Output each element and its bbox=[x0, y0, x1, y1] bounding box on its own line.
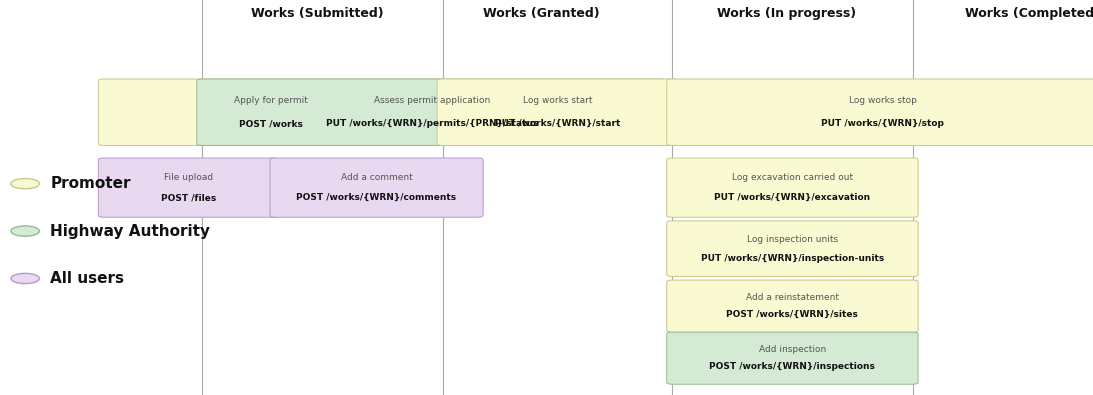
Text: POST /works: POST /works bbox=[238, 119, 303, 128]
Text: Add inspection: Add inspection bbox=[759, 345, 826, 354]
FancyBboxPatch shape bbox=[197, 79, 667, 145]
Text: POST /works/{WRN}/sites: POST /works/{WRN}/sites bbox=[727, 310, 858, 319]
Text: POST /works/{WRN}/inspections: POST /works/{WRN}/inspections bbox=[709, 363, 875, 371]
Text: Log inspection units: Log inspection units bbox=[747, 235, 838, 244]
Text: PUT /works/{WRN}/stop: PUT /works/{WRN}/stop bbox=[821, 119, 944, 128]
Text: Assess permit application: Assess permit application bbox=[374, 96, 490, 105]
FancyBboxPatch shape bbox=[667, 221, 918, 276]
Text: PUT /works/{WRN}/inspection-units: PUT /works/{WRN}/inspection-units bbox=[701, 254, 884, 263]
FancyBboxPatch shape bbox=[98, 79, 443, 145]
FancyBboxPatch shape bbox=[667, 79, 1093, 145]
Text: Log works stop: Log works stop bbox=[848, 96, 917, 105]
Text: PUT /works/{WRN}/start: PUT /works/{WRN}/start bbox=[495, 119, 620, 128]
Text: Highway Authority: Highway Authority bbox=[50, 224, 210, 239]
Text: Add a reinstatement: Add a reinstatement bbox=[745, 293, 839, 302]
Text: All users: All users bbox=[50, 271, 125, 286]
FancyBboxPatch shape bbox=[98, 158, 279, 217]
Circle shape bbox=[11, 226, 39, 236]
Text: Apply for permit: Apply for permit bbox=[234, 96, 307, 105]
Text: File upload: File upload bbox=[164, 173, 213, 182]
Text: Log excavation carried out: Log excavation carried out bbox=[732, 173, 853, 182]
Text: PUT /works/{WRN}/permits/{PRN}/status: PUT /works/{WRN}/permits/{PRN}/status bbox=[326, 119, 538, 128]
FancyBboxPatch shape bbox=[667, 280, 918, 332]
Text: POST /files: POST /files bbox=[161, 193, 216, 202]
Circle shape bbox=[11, 273, 39, 284]
Text: Works (Completed): Works (Completed) bbox=[965, 8, 1093, 20]
Circle shape bbox=[11, 179, 39, 189]
Text: Works (In progress): Works (In progress) bbox=[717, 8, 857, 20]
Text: Promoter: Promoter bbox=[50, 176, 131, 191]
Text: POST /works/{WRN}/comments: POST /works/{WRN}/comments bbox=[296, 193, 457, 202]
FancyBboxPatch shape bbox=[437, 79, 678, 145]
FancyBboxPatch shape bbox=[270, 158, 483, 217]
FancyBboxPatch shape bbox=[667, 158, 918, 217]
Text: Add a comment: Add a comment bbox=[341, 173, 412, 182]
Text: Log works start: Log works start bbox=[522, 96, 592, 105]
Text: Works (Submitted): Works (Submitted) bbox=[250, 8, 384, 20]
FancyBboxPatch shape bbox=[667, 332, 918, 384]
Text: Works (Granted): Works (Granted) bbox=[483, 8, 599, 20]
Text: PUT /works/{WRN}/excavation: PUT /works/{WRN}/excavation bbox=[715, 193, 870, 202]
